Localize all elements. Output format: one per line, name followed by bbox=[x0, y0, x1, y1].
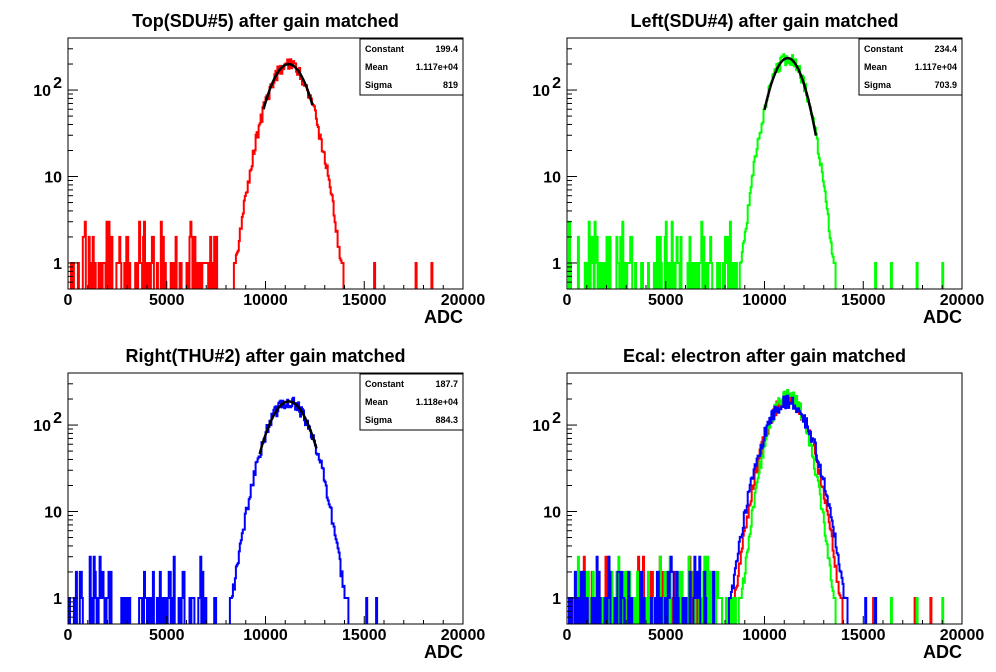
stats-value: 199.4 bbox=[435, 44, 458, 54]
x-tick-label: 15000 bbox=[342, 292, 387, 309]
stats-value: 884.3 bbox=[435, 415, 458, 425]
stats-name: Mean bbox=[365, 397, 388, 407]
y-tick-label: 10 bbox=[33, 83, 51, 100]
x-axis-label: ADC bbox=[424, 642, 463, 662]
x-tick-label: 20000 bbox=[940, 292, 985, 309]
y-tick-label: 10 bbox=[543, 170, 561, 187]
y-tick-exponent: 2 bbox=[552, 410, 561, 427]
stats-box: Constant 187.7 Mean 1.118e+04 Sigma 884.3 bbox=[359, 373, 464, 431]
x-axis-label: ADC bbox=[424, 307, 463, 327]
histogram-series-2 bbox=[567, 389, 945, 624]
x-tick-label: 0 bbox=[563, 292, 572, 309]
y-tick-exponent: 2 bbox=[53, 410, 62, 427]
histogram-series-1 bbox=[567, 53, 945, 289]
y-tick-label: 10 bbox=[532, 83, 550, 100]
x-tick-label: 15000 bbox=[342, 627, 387, 644]
histogram-series-1 bbox=[68, 58, 434, 289]
y-tick-label: 10 bbox=[44, 505, 62, 522]
y-tick-label: 1 bbox=[552, 256, 561, 273]
stats-name: Mean bbox=[365, 62, 388, 72]
gaussian-fit-curve bbox=[763, 56, 818, 136]
x-tick-label: 10000 bbox=[243, 292, 288, 309]
histogram-series-1 bbox=[68, 396, 379, 624]
histogram-series-3 bbox=[567, 394, 878, 624]
x-tick-label: 0 bbox=[563, 627, 572, 644]
y-tick-label: 1 bbox=[53, 591, 62, 608]
gaussian-fit-curve bbox=[262, 62, 314, 110]
panel-title: Top(SDU#5) after gain matched bbox=[132, 11, 399, 31]
x-tick-label: 15000 bbox=[841, 627, 886, 644]
stats-name: Constant bbox=[365, 379, 404, 389]
stats-value: 703.9 bbox=[934, 80, 957, 90]
panel-title: Right(THU#2) after gain matched bbox=[125, 346, 405, 366]
stats-value: 187.7 bbox=[435, 379, 458, 389]
stats-name: Mean bbox=[864, 62, 887, 72]
x-tick-label: 10000 bbox=[742, 627, 787, 644]
stats-box: Constant 234.4 Mean 1.117e+04 Sigma 703.9 bbox=[858, 38, 963, 96]
y-tick-exponent: 2 bbox=[53, 75, 62, 92]
gaussian-fit-curve bbox=[258, 400, 318, 455]
y-tick-label: 10 bbox=[543, 505, 561, 522]
y-tick-label: 10 bbox=[44, 170, 62, 187]
x-tick-label: 5000 bbox=[149, 292, 185, 309]
x-tick-label: 20000 bbox=[940, 627, 985, 644]
x-tick-label: 5000 bbox=[648, 627, 684, 644]
x-tick-label: 0 bbox=[64, 627, 73, 644]
stats-name: Sigma bbox=[365, 415, 393, 425]
x-tick-label: 20000 bbox=[441, 292, 486, 309]
x-axis-label: ADC bbox=[923, 642, 962, 662]
stats-value: 1.118e+04 bbox=[416, 397, 458, 407]
y-tick-label: 1 bbox=[552, 591, 561, 608]
stats-box: Constant 199.4 Mean 1.117e+04 Sigma 819 bbox=[359, 38, 464, 96]
x-tick-label: 15000 bbox=[841, 292, 886, 309]
stats-value: 819 bbox=[443, 80, 458, 90]
stats-value: 1.117e+04 bbox=[915, 62, 957, 72]
y-tick-label: 10 bbox=[532, 418, 550, 435]
x-tick-label: 20000 bbox=[441, 627, 486, 644]
y-tick-exponent: 2 bbox=[552, 75, 561, 92]
panel-title: Ecal: electron after gain matched bbox=[623, 346, 906, 366]
stats-name: Constant bbox=[365, 44, 404, 54]
stats-value: 234.4 bbox=[934, 44, 957, 54]
x-tick-label: 0 bbox=[64, 292, 73, 309]
x-tick-label: 5000 bbox=[648, 292, 684, 309]
y-tick-label: 10 bbox=[33, 418, 51, 435]
stats-name: Constant bbox=[864, 44, 903, 54]
y-tick-label: 1 bbox=[53, 256, 62, 273]
x-axis-label: ADC bbox=[923, 307, 962, 327]
stats-name: Sigma bbox=[864, 80, 892, 90]
x-tick-label: 5000 bbox=[149, 627, 185, 644]
x-tick-label: 10000 bbox=[742, 292, 787, 309]
stats-value: 1.117e+04 bbox=[416, 62, 458, 72]
stats-name: Sigma bbox=[365, 80, 393, 90]
panel-title: Left(SDU#4) after gain matched bbox=[630, 11, 898, 31]
x-tick-label: 10000 bbox=[243, 627, 288, 644]
